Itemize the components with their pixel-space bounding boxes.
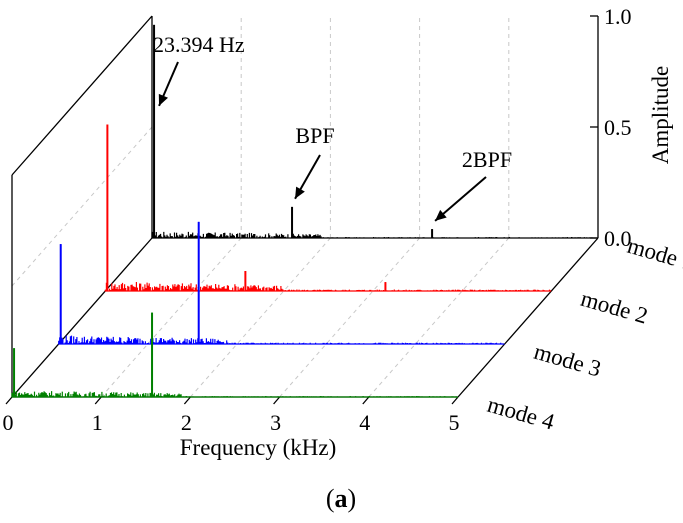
- x-tick-label: 4: [359, 410, 370, 435]
- x-tick-label: 2: [181, 410, 192, 435]
- grid-line: [100, 237, 242, 398]
- series-label: mode 2: [578, 286, 651, 329]
- z-tick-label: 0.0: [604, 226, 632, 251]
- arrow-23hz-head: [158, 93, 169, 106]
- annotation-2bpf: 2BPF: [462, 147, 512, 172]
- grid-line: [190, 237, 331, 398]
- grid-line: [368, 237, 510, 398]
- x-tick: [451, 396, 459, 405]
- annotation-23hz: 23.394 Hz: [153, 32, 245, 57]
- x-tick: [273, 396, 281, 405]
- series-label: mode 1: [625, 233, 683, 276]
- grid-line: [279, 237, 420, 398]
- series-layer: [11, 24, 598, 398]
- depth-axis-right: [457, 237, 599, 398]
- x-tick: [94, 396, 102, 405]
- left-top-edge: [11, 15, 153, 176]
- x-tick-label: 1: [92, 410, 103, 435]
- arrow-bpf-head: [295, 186, 305, 199]
- series-mode-3: [58, 221, 505, 345]
- annotations-layer: [158, 61, 487, 222]
- x-tick: [5, 396, 13, 405]
- x-tick-label: 3: [270, 410, 281, 435]
- z-axis-label: Amplitude: [648, 66, 673, 164]
- series-mode-2: [104, 124, 552, 292]
- series-label: mode 3: [531, 339, 604, 382]
- series-label: mode 4: [485, 392, 558, 435]
- x-tick: [183, 396, 191, 405]
- depth-axis-left: [11, 237, 153, 398]
- x-tick: [362, 396, 370, 405]
- series-mode-4: [11, 312, 458, 398]
- x-axis-label: Frequency (kHz): [180, 435, 336, 460]
- grid-line: [11, 126, 153, 287]
- arrow-2bpf-head: [435, 209, 447, 221]
- z-tick-label: 1.0: [604, 4, 632, 29]
- panel-label: (a): [326, 484, 356, 513]
- z-tick-label: 0.5: [604, 115, 632, 140]
- x-tick-label: 5: [449, 410, 460, 435]
- arrow-2bpf: [434, 176, 487, 222]
- series-mode-1: [151, 24, 598, 239]
- x-tick-label: 0: [3, 410, 14, 435]
- annotation-bpf: BPF: [295, 123, 334, 148]
